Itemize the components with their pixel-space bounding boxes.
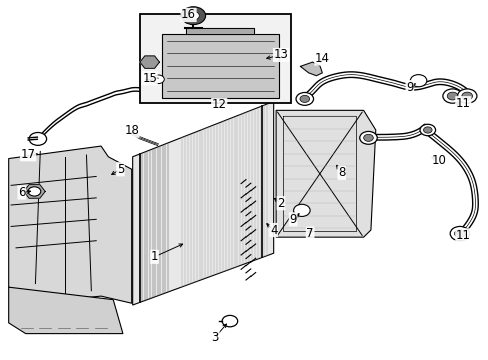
Circle shape: [293, 204, 309, 216]
Text: 11: 11: [455, 229, 470, 242]
Polygon shape: [9, 287, 122, 334]
Circle shape: [423, 127, 431, 133]
Circle shape: [222, 315, 237, 327]
Polygon shape: [9, 146, 131, 303]
Text: 7: 7: [306, 227, 313, 240]
Polygon shape: [24, 185, 45, 198]
Circle shape: [449, 226, 468, 241]
Text: 14: 14: [314, 52, 329, 65]
Circle shape: [152, 75, 164, 84]
Polygon shape: [140, 56, 159, 68]
Text: 12: 12: [211, 99, 226, 112]
Text: 9: 9: [405, 81, 413, 94]
Circle shape: [29, 132, 46, 145]
Circle shape: [359, 131, 376, 144]
Bar: [140, 14, 290, 103]
Circle shape: [181, 7, 205, 24]
Text: 9: 9: [289, 213, 296, 226]
Circle shape: [457, 89, 476, 103]
Circle shape: [299, 95, 309, 103]
Circle shape: [447, 92, 457, 100]
Text: 5: 5: [117, 163, 124, 176]
Text: 16: 16: [181, 9, 196, 22]
Text: 13: 13: [273, 49, 288, 62]
Circle shape: [461, 92, 471, 100]
Text: 1: 1: [150, 250, 158, 263]
Text: 4: 4: [269, 224, 277, 237]
Text: 10: 10: [431, 154, 446, 167]
Polygon shape: [300, 62, 322, 76]
Circle shape: [295, 93, 313, 105]
Text: 15: 15: [142, 72, 157, 85]
Text: 8: 8: [337, 166, 345, 179]
Polygon shape: [132, 102, 273, 305]
Circle shape: [28, 187, 41, 196]
Text: 3: 3: [211, 331, 219, 344]
Text: 2: 2: [277, 197, 284, 210]
Polygon shape: [276, 111, 375, 237]
Text: 18: 18: [124, 124, 139, 137]
Circle shape: [187, 12, 199, 20]
Circle shape: [409, 75, 426, 87]
Text: 6: 6: [18, 186, 25, 199]
Circle shape: [363, 134, 372, 141]
Circle shape: [419, 124, 435, 136]
Polygon shape: [186, 28, 254, 33]
Circle shape: [454, 230, 464, 238]
Text: 17: 17: [20, 148, 36, 161]
Polygon shape: [162, 33, 278, 98]
Text: 11: 11: [455, 97, 470, 110]
Circle shape: [442, 89, 461, 103]
